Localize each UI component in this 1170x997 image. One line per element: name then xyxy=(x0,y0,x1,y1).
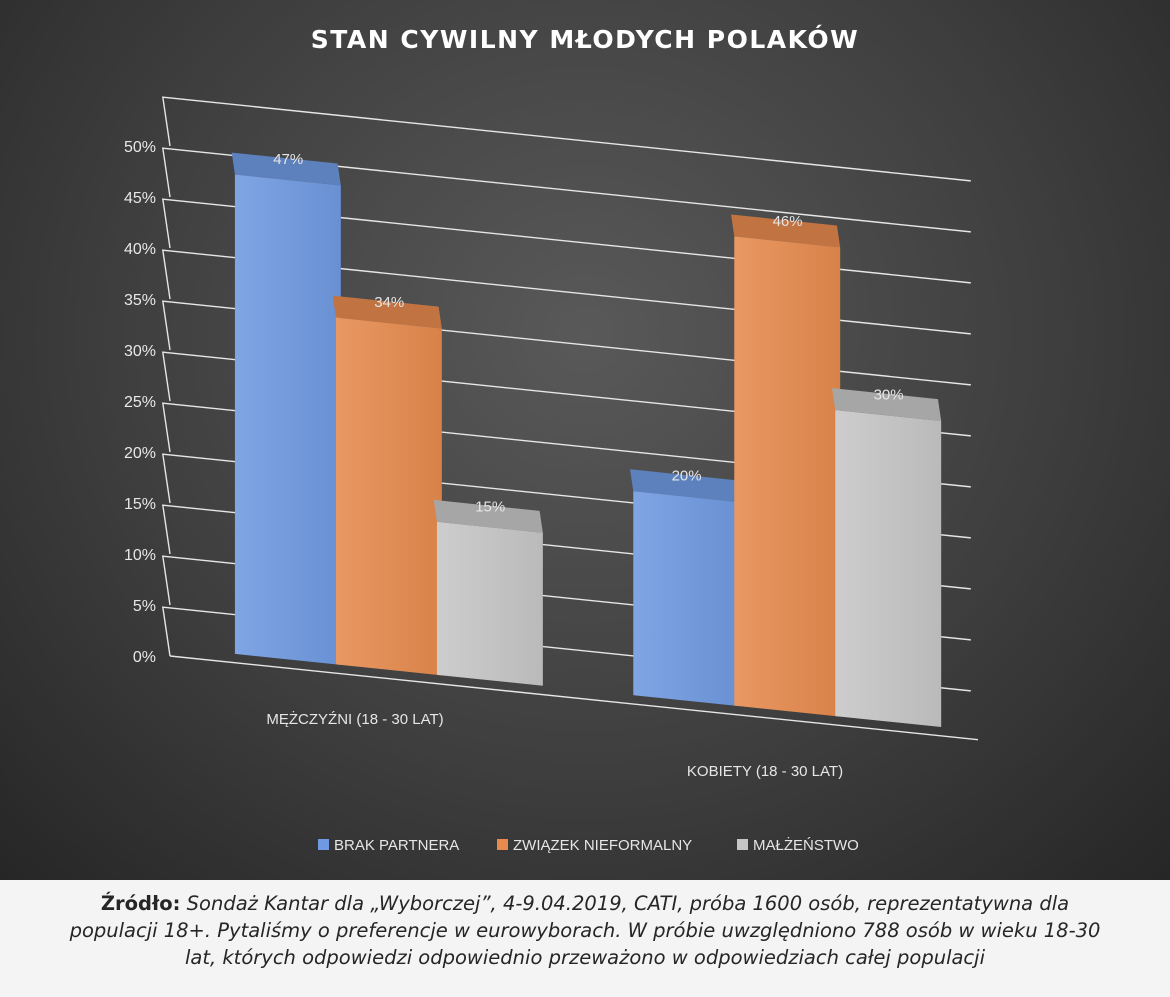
grid-line xyxy=(161,402,971,488)
legend-swatch xyxy=(318,839,329,850)
legend-swatch xyxy=(497,839,508,850)
grid-line xyxy=(161,351,971,437)
data-label: 47% xyxy=(273,151,303,168)
bar-top xyxy=(630,469,740,503)
grid-line xyxy=(161,96,971,182)
bar-chart: STAN CYWILNY MŁODYCH POLAKÓW 0% 5% 10% 15% 2… xyxy=(124,24,979,854)
y-tick-label: 35% xyxy=(124,292,156,309)
y-tick-label: 0% xyxy=(133,649,156,666)
legend-label: ZWIĄZEK NIEFORMALNY xyxy=(513,837,692,854)
grid-line xyxy=(161,300,971,386)
grid-lines xyxy=(161,96,979,741)
bar xyxy=(832,388,942,728)
bar-front xyxy=(335,317,442,676)
category-label: MĘŻCZYŹNI (18 - 30 LAT) xyxy=(266,710,443,728)
data-label: 30% xyxy=(874,387,904,404)
grid-line xyxy=(161,198,971,284)
y-tick-label: 5% xyxy=(133,598,156,615)
y-tick-label: 45% xyxy=(124,190,156,207)
legend-label: BRAK PARTNERA xyxy=(334,837,459,854)
data-labels: 47% 34% 15% 20% 46% 30% xyxy=(273,151,903,515)
legend-label: MAŁŻEŃSTWO xyxy=(753,836,859,854)
bar-front xyxy=(436,521,543,686)
bar-top xyxy=(332,295,442,329)
legend-item: BRAK PARTNERA xyxy=(318,837,459,854)
bar-front xyxy=(734,236,841,717)
legend-item: ZWIĄZEK NIEFORMALNY xyxy=(497,837,692,854)
data-label: 15% xyxy=(475,498,505,515)
source-note: Źródło: Sondaż Kantar dla „Wyborczej”, 4… xyxy=(60,890,1110,971)
grid-line xyxy=(161,249,971,335)
category-labels: MĘŻCZYŹNI (18 - 30 LAT) KOBIETY (18 - 30 … xyxy=(266,710,843,780)
y-tick-label: 10% xyxy=(124,547,156,564)
y-tick-label: 25% xyxy=(124,394,156,411)
bar-front xyxy=(234,174,341,665)
y-tick-label: 15% xyxy=(124,496,156,513)
bars xyxy=(231,152,942,728)
y-axis-tick-labels: 0% 5% 10% 15% 20% 25% 30% 35% 40% 45% 50% xyxy=(124,139,156,666)
legend: BRAK PARTNERA ZWIĄZEK NIEFORMALNY MAŁŻEŃST… xyxy=(318,836,859,854)
y-tick-label: 50% xyxy=(124,139,156,156)
data-label: 34% xyxy=(374,294,404,311)
y-tick-label: 40% xyxy=(124,241,156,258)
y-tick-label: 20% xyxy=(124,445,156,462)
data-label: 20% xyxy=(672,468,702,485)
bar xyxy=(332,295,442,676)
bar-top xyxy=(433,499,543,533)
bar-front xyxy=(633,491,740,707)
bar-front xyxy=(835,410,942,728)
category-label: KOBIETY (18 - 30 LAT) xyxy=(687,763,843,780)
source-text: Sondaż Kantar dla „Wyborczej”, 4-9.04.20… xyxy=(69,892,1101,969)
bar xyxy=(433,499,543,686)
source-label: Źródło: xyxy=(100,892,181,915)
grid-line xyxy=(161,147,971,233)
chart-area: STAN CYWILNY MŁODYCH POLAKÓW 0% 5% 10% 15% 2… xyxy=(0,0,1170,880)
bar xyxy=(630,469,740,707)
bar xyxy=(231,152,341,665)
bar-top xyxy=(731,214,841,248)
legend-item: MAŁŻEŃSTWO xyxy=(737,836,859,854)
legend-swatch xyxy=(737,839,748,850)
bar xyxy=(731,214,841,717)
floor-edge xyxy=(169,655,979,741)
y-tick-label: 30% xyxy=(124,343,156,360)
bar-top xyxy=(231,152,341,186)
bar-top xyxy=(832,388,942,422)
chart-title: STAN CYWILNY MŁODYCH POLAKÓW xyxy=(311,24,859,54)
data-label: 46% xyxy=(773,213,803,230)
